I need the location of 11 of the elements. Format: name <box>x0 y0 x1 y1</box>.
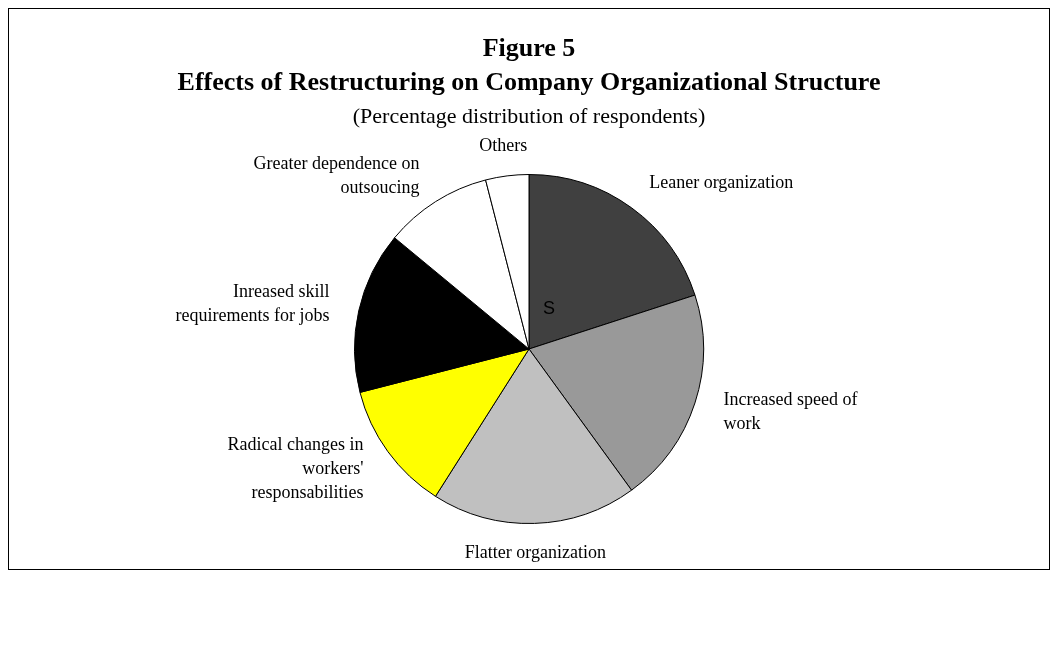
chart-subtitle: (Percentage distribution of respondents) <box>351 103 707 129</box>
text: S <box>543 297 556 318</box>
slice-label: Inreased skill requirements for jobs <box>175 281 330 326</box>
slice-label: Radical changes in workers' responsabilities <box>227 433 364 502</box>
slice-label: Increased speed of work <box>723 388 858 433</box>
slice-label: Others <box>479 134 528 155</box>
slice-label: Flatter organization <box>464 542 606 563</box>
chart-title: Effects of Restructuring on Company Organizational Structure <box>176 67 882 97</box>
slice-label: Greater dependence on outsoucing <box>253 153 420 198</box>
caption: Figure 5 <box>481 33 577 63</box>
slice-label: Leaner organization <box>649 172 794 193</box>
